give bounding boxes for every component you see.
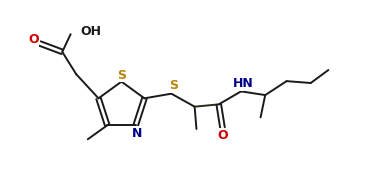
Text: O: O: [217, 129, 228, 142]
Text: N: N: [131, 127, 142, 140]
Text: HN: HN: [232, 77, 253, 90]
Text: OH: OH: [81, 25, 102, 38]
Text: S: S: [169, 79, 178, 92]
Text: O: O: [28, 33, 39, 46]
Text: S: S: [117, 69, 126, 82]
